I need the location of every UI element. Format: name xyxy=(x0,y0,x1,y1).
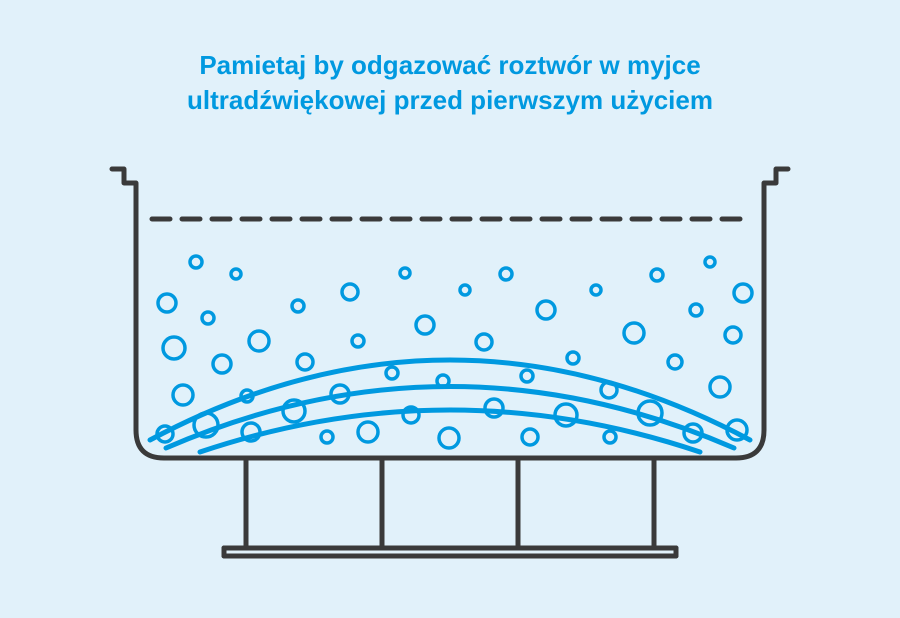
ultrasonic-cleaner-diagram xyxy=(0,0,900,618)
infographic-container: Pamietaj by odgazować roztwór w myjce ul… xyxy=(0,0,900,618)
transducer-base xyxy=(224,460,676,556)
